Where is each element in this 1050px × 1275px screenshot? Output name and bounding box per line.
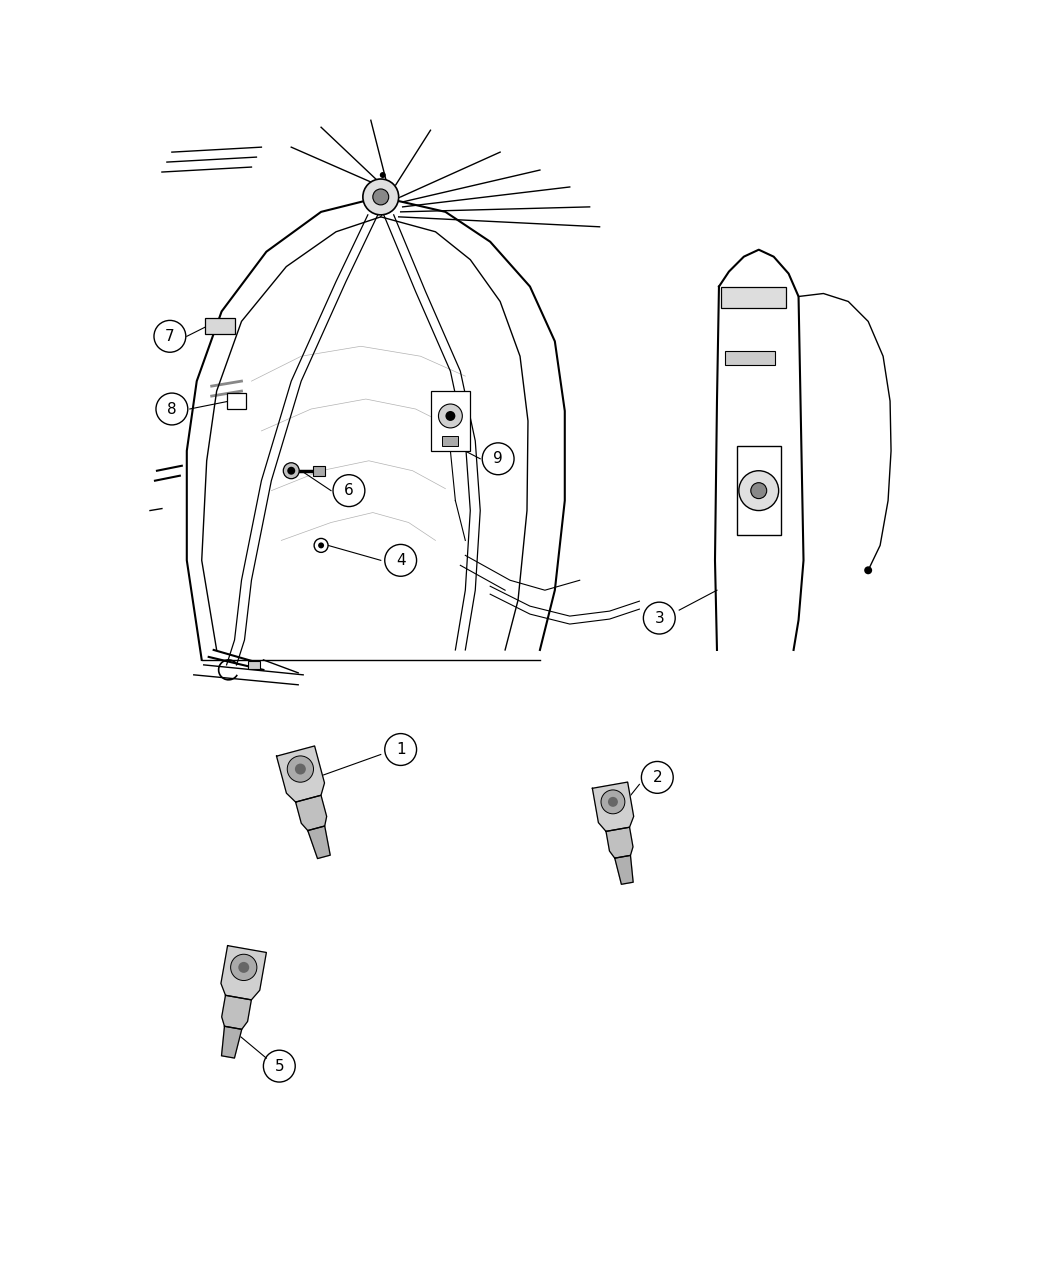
Circle shape	[231, 954, 257, 980]
Polygon shape	[222, 1026, 242, 1058]
Circle shape	[288, 756, 314, 782]
Polygon shape	[606, 827, 633, 858]
Circle shape	[380, 172, 385, 178]
Circle shape	[295, 764, 306, 774]
Polygon shape	[276, 746, 324, 802]
Text: 7: 7	[165, 329, 174, 344]
Circle shape	[284, 463, 299, 478]
Circle shape	[608, 797, 617, 807]
Text: 4: 4	[396, 553, 405, 567]
Bar	[249, 660, 260, 669]
Circle shape	[373, 189, 388, 205]
Bar	[430, 391, 470, 451]
Text: 2: 2	[652, 770, 663, 785]
Circle shape	[445, 411, 456, 421]
Bar	[442, 436, 459, 446]
Polygon shape	[296, 796, 327, 830]
Circle shape	[318, 542, 324, 548]
Bar	[313, 465, 326, 476]
Bar	[205, 319, 234, 334]
Text: 6: 6	[344, 483, 354, 499]
Bar	[724, 351, 775, 365]
Circle shape	[751, 483, 766, 499]
Circle shape	[238, 961, 249, 973]
Circle shape	[739, 470, 779, 510]
Polygon shape	[614, 856, 633, 885]
Polygon shape	[222, 996, 251, 1029]
Circle shape	[314, 538, 328, 552]
Bar	[737, 446, 780, 536]
Polygon shape	[220, 946, 267, 1000]
Circle shape	[439, 404, 462, 428]
Text: 3: 3	[654, 611, 665, 626]
Text: 9: 9	[494, 451, 503, 467]
Circle shape	[601, 790, 625, 813]
Circle shape	[864, 566, 873, 574]
Bar	[227, 393, 247, 409]
Circle shape	[288, 467, 295, 474]
Polygon shape	[308, 826, 330, 858]
Text: 8: 8	[167, 402, 176, 417]
Bar	[721, 287, 785, 309]
Polygon shape	[592, 782, 634, 831]
Text: 5: 5	[274, 1058, 285, 1074]
Circle shape	[363, 179, 399, 215]
Text: 1: 1	[396, 742, 405, 757]
